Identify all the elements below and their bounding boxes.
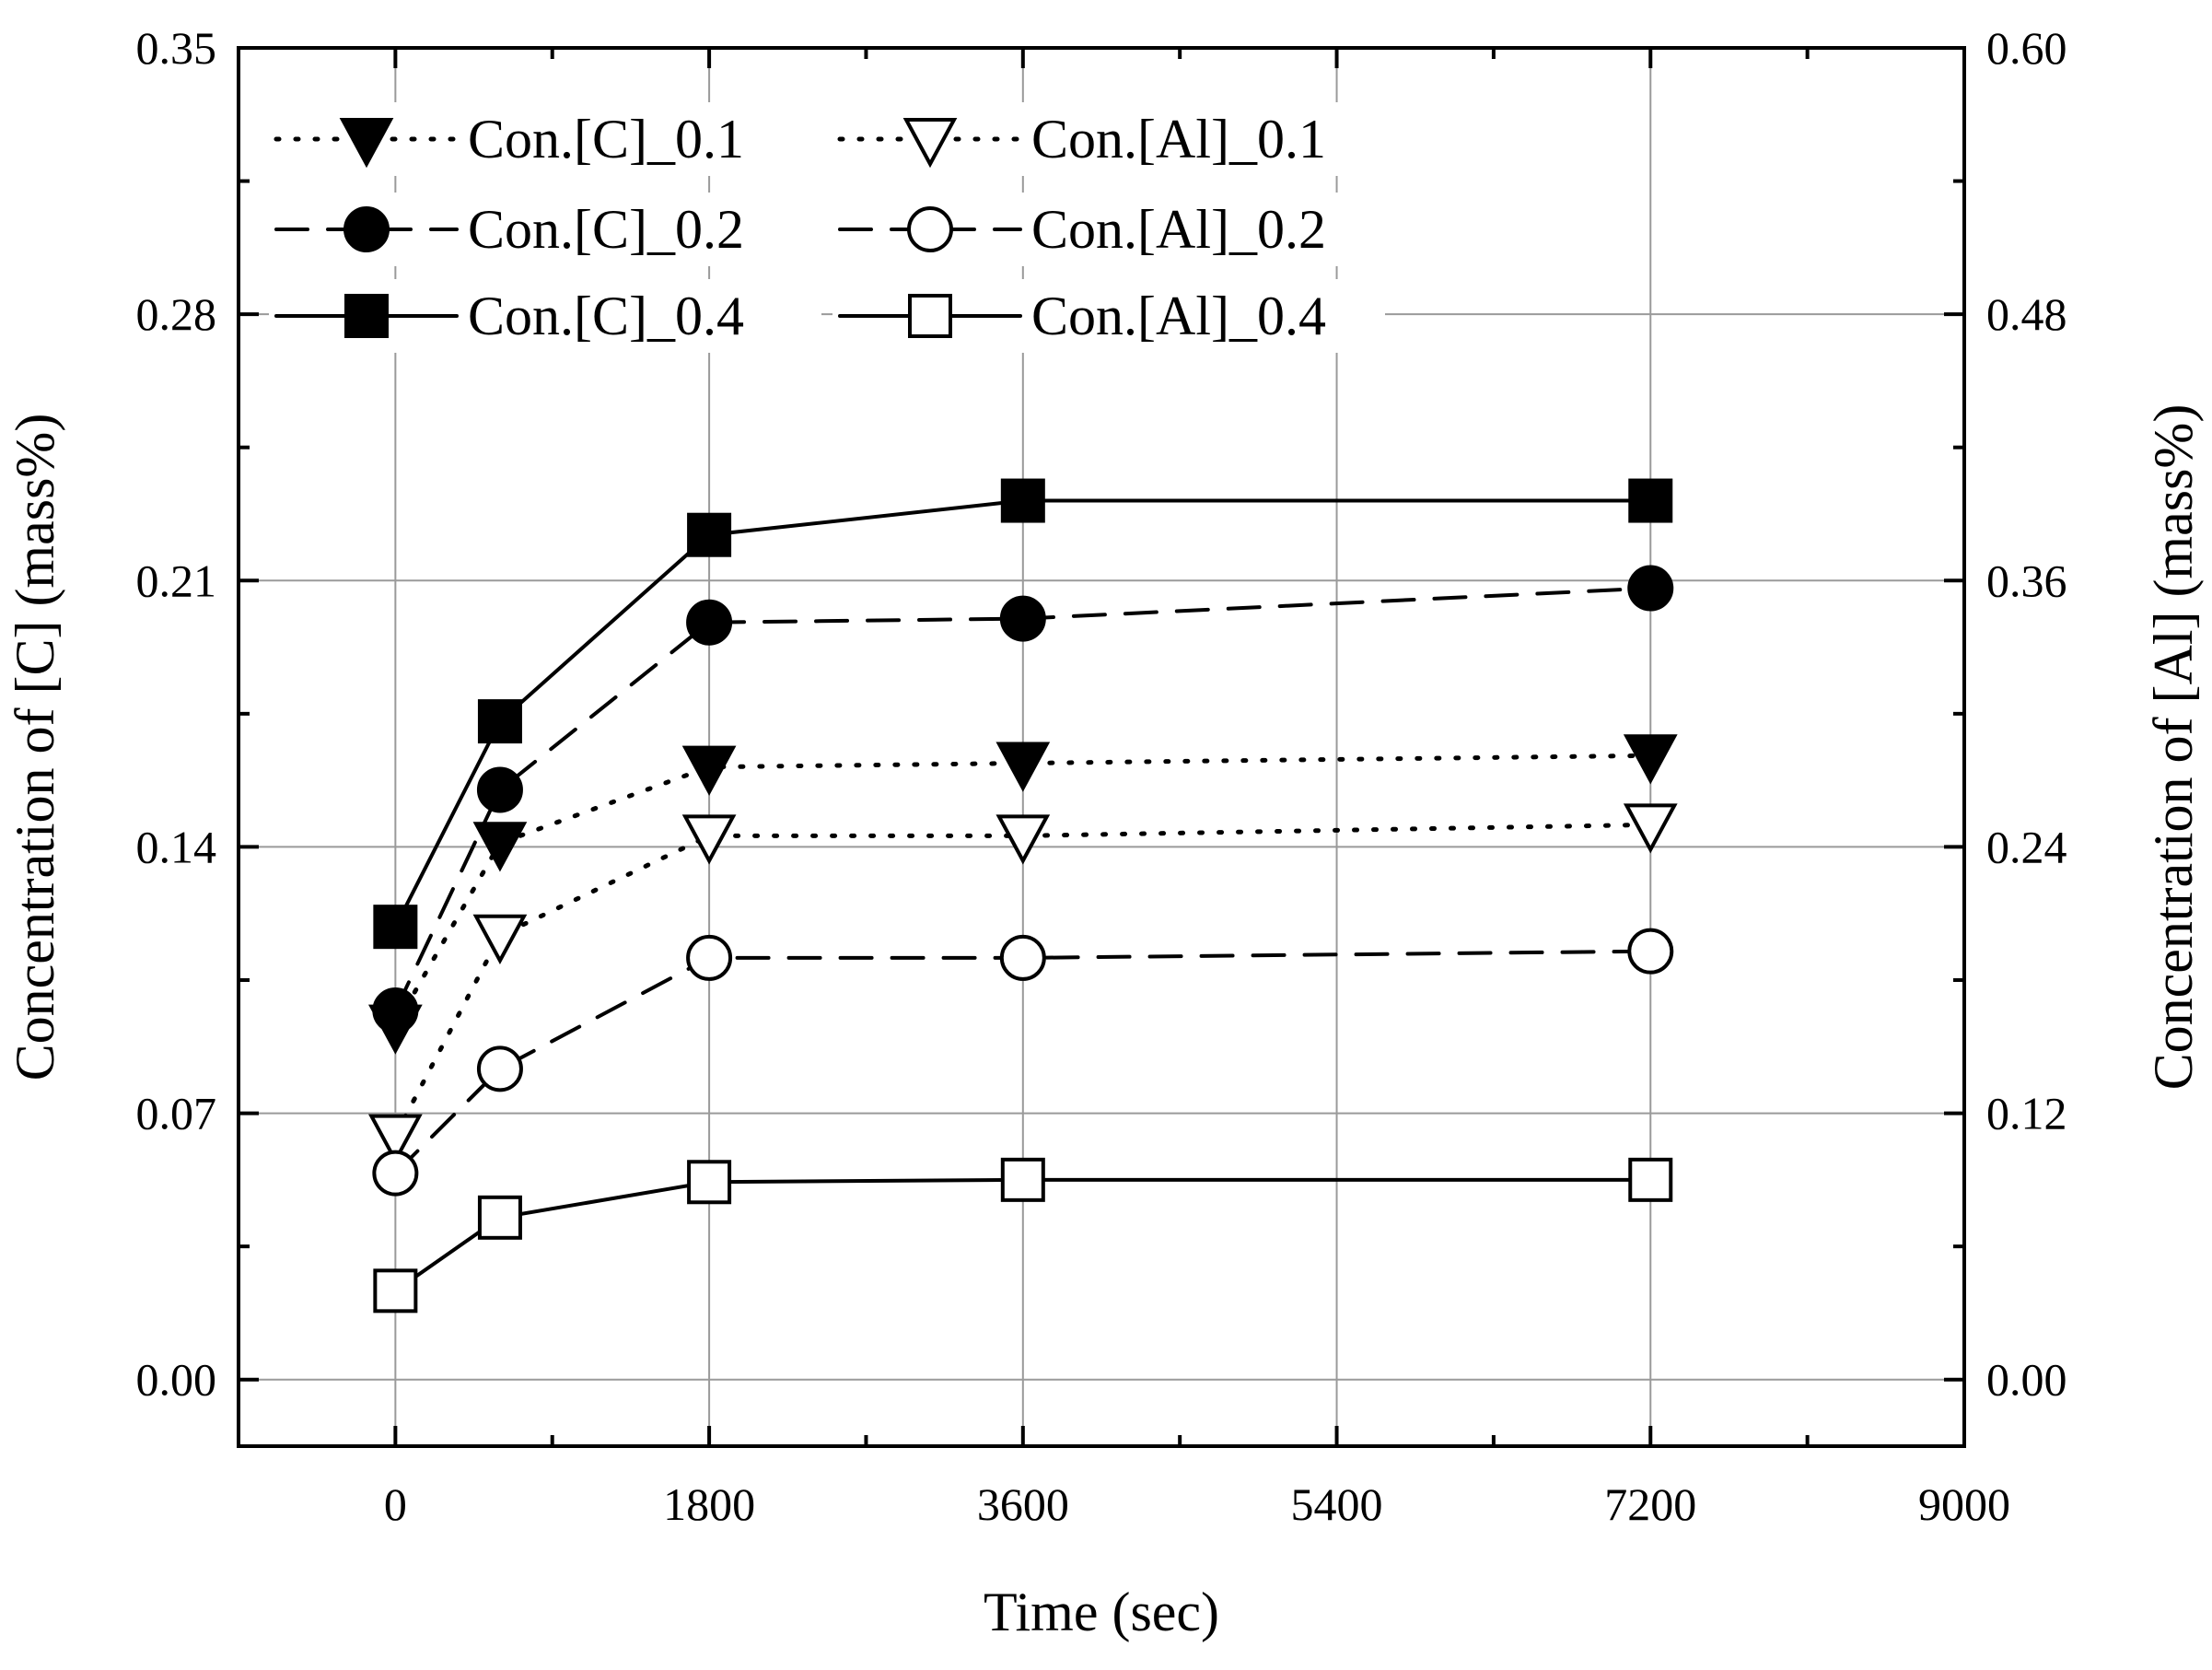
data-point: [687, 1160, 732, 1205]
data-point: [1623, 734, 1678, 785]
data-point: [686, 934, 733, 981]
data-point: [995, 814, 1051, 865]
data-point: [368, 1114, 423, 1164]
series-line: [392, 753, 1653, 1029]
data-point: [373, 905, 418, 950]
legend-label: Con.[C]_0.4: [468, 286, 744, 346]
x-tick-label: 5400: [1291, 1478, 1383, 1530]
legend-marker: [339, 118, 394, 169]
legend-label: Con.[C]_0.1: [468, 109, 744, 169]
y-right-tick-label: 0.48: [1986, 288, 2067, 340]
y-right-tick-label: 0.60: [1986, 22, 2067, 74]
y-left-tick-label: 0.00: [136, 1354, 217, 1406]
data-point: [1628, 1157, 1673, 1202]
y-right-tick-label: 0.36: [1986, 555, 2067, 606]
x-tick-label: 1800: [663, 1478, 755, 1530]
x-tick-label: 9000: [1918, 1478, 2010, 1530]
data-point: [472, 914, 528, 965]
data-point: [472, 822, 528, 872]
legend-marker: [902, 118, 958, 169]
data-point: [1623, 803, 1678, 854]
data-point: [476, 1045, 523, 1092]
x-tick-label: 7200: [1604, 1478, 1696, 1530]
series-line: [393, 586, 1653, 1013]
y-left-tick-label: 0.35: [136, 22, 217, 74]
series-layer: [368, 478, 1678, 1314]
data-point: [1627, 928, 1674, 975]
y-left-tick-label: 0.28: [136, 288, 217, 340]
legend-marker: [907, 206, 953, 252]
data-point: [1000, 1157, 1045, 1202]
data-point: [1627, 565, 1674, 612]
y-right-tick-label: 0.24: [1986, 821, 2067, 872]
data-point: [477, 1195, 522, 1240]
data-point: [999, 595, 1046, 642]
legend-marker: [908, 294, 952, 338]
x-tick-label: 0: [384, 1478, 407, 1530]
plot-frame: [237, 46, 1966, 1448]
data-point: [687, 512, 732, 557]
data-point: [995, 742, 1051, 792]
data-point: [1000, 478, 1045, 523]
legend-label: Con.[Al]_0.4: [1031, 286, 1326, 346]
data-point: [999, 934, 1046, 981]
legend-label: Con.[C]_0.2: [468, 199, 744, 260]
y-axis-title-left: Concentration of [C] (mass%): [5, 414, 65, 1081]
data-point: [373, 1268, 418, 1314]
data-point: [477, 699, 522, 744]
data-point: [681, 745, 737, 796]
data-point: [372, 987, 419, 1034]
data-point: [1628, 478, 1673, 523]
y-left-tick-label: 0.14: [136, 821, 217, 872]
data-point: [372, 1150, 419, 1197]
legend: Con.[C]_0.1 Con.[Al]_0.1 Con.[C]_0.2 Con.[A…: [269, 102, 1385, 353]
y-right-tick-label: 0.12: [1986, 1088, 2067, 1139]
x-axis-title: Time (sec): [984, 1582, 1219, 1642]
y-right-tick-label: 0.00: [1986, 1354, 2067, 1406]
x-tick-label: 3600: [977, 1478, 1069, 1530]
y-left-tick-label: 0.21: [136, 555, 217, 606]
legend-label: Con.[Al]_0.1: [1031, 109, 1326, 169]
legend-label: Con.[Al]_0.2: [1031, 199, 1326, 260]
y-axis-title-right: Concentration of [Al] (mass%): [2143, 404, 2204, 1091]
data-point: [686, 599, 733, 646]
legend-marker: [344, 294, 389, 338]
y-left-tick-label: 0.07: [136, 1088, 217, 1139]
data-point: [476, 766, 523, 813]
ticks-layer: 0 1800 3600 5400 7200 9000 0.00 0.07 0.14 0.21 0.2…: [136, 22, 2067, 1530]
legend-marker: [343, 206, 390, 252]
data-point: [681, 814, 737, 865]
